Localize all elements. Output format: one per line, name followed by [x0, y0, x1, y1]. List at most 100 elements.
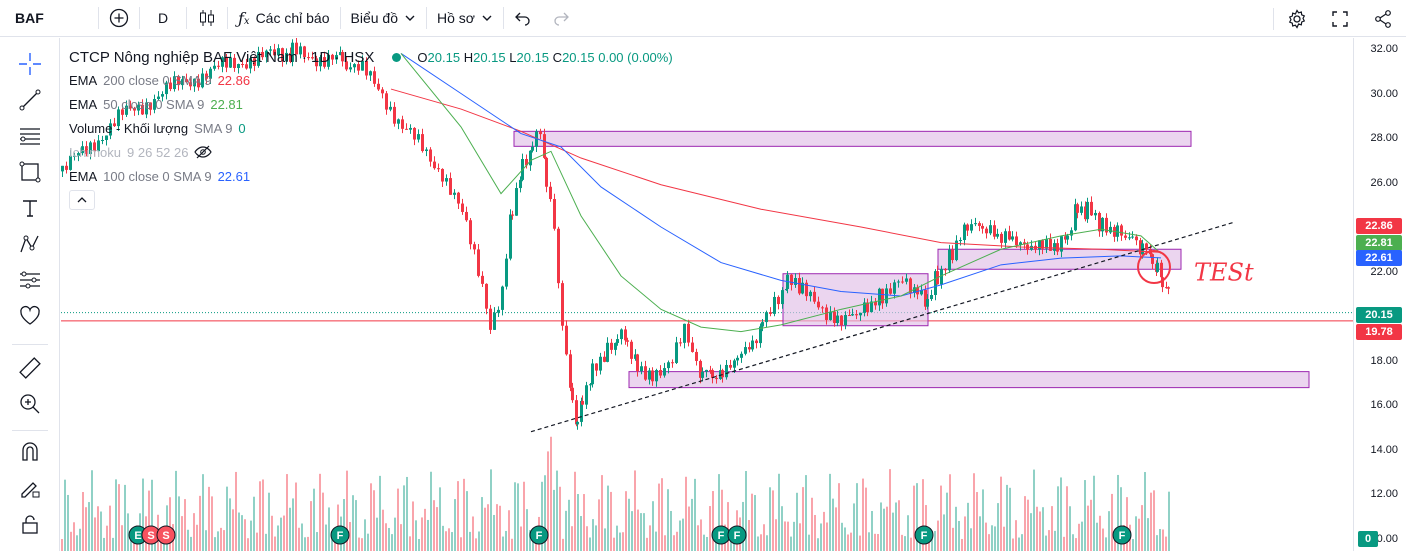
volume-bar — [247, 538, 249, 551]
candle-body — [169, 82, 172, 90]
volume-bar — [883, 508, 885, 551]
indicators-button[interactable]: ƒx Các chỉ báo — [228, 0, 340, 37]
profile-label: Hồ sơ — [436, 10, 475, 26]
volume-bar — [256, 532, 258, 551]
profile-button[interactable]: Hồ sơ — [427, 0, 503, 37]
magnet-tool[interactable] — [14, 436, 46, 468]
candle-body — [441, 168, 444, 182]
text-tool[interactable] — [14, 192, 46, 224]
shapes-tool[interactable] — [14, 156, 46, 188]
volume-bar — [1081, 521, 1083, 551]
volume-bar — [67, 494, 69, 551]
legend-indicator-ema200[interactable]: EMA 200 close 0 SMA 9 22.86 — [69, 72, 251, 88]
volume-bar — [1147, 518, 1149, 551]
volume-bar — [1102, 528, 1104, 551]
event-badge[interactable]: F — [330, 525, 350, 545]
candle-body — [545, 157, 548, 187]
prediction-tool[interactable] — [14, 264, 46, 296]
share-button[interactable] — [1360, 0, 1406, 37]
candle-body — [497, 309, 500, 313]
legend-indicator-ema50[interactable]: EMA 50 close 0 SMA 9 22.81 — [69, 96, 243, 112]
volume-bar — [967, 502, 969, 551]
price-axis[interactable]: 32.0030.0028.0026.0024.0022.0020.0018.00… — [1353, 38, 1406, 551]
candle-body — [870, 301, 873, 313]
event-badge[interactable]: F — [727, 525, 747, 545]
pattern-tool[interactable] — [14, 228, 46, 260]
event-badge[interactable]: F — [914, 525, 934, 545]
candle-body — [1004, 231, 1007, 243]
candle-body — [978, 223, 981, 226]
favorites-tool[interactable] — [14, 300, 46, 332]
volume-bar — [856, 483, 858, 551]
gear-icon — [1288, 8, 1306, 29]
zoom-tool[interactable] — [14, 388, 46, 420]
candle-body — [729, 364, 732, 368]
volume-bar — [793, 521, 795, 551]
volume-bar — [412, 501, 414, 551]
volume-bar — [754, 495, 756, 551]
trend-line-tool[interactable] — [14, 84, 46, 116]
candle-body — [585, 385, 588, 405]
undo-button[interactable] — [504, 0, 542, 37]
volume-bar — [397, 488, 399, 551]
measure-tool[interactable] — [14, 352, 46, 384]
volume-bar — [289, 507, 291, 551]
candle-body — [425, 149, 428, 152]
volume-bar — [211, 496, 213, 551]
volume-bar — [673, 535, 675, 551]
volume-bar — [388, 527, 390, 551]
fib-tool[interactable] — [14, 120, 46, 152]
redo-button[interactable] — [542, 0, 580, 37]
candle-body — [221, 57, 224, 67]
interval-button[interactable]: D — [140, 0, 186, 37]
eye-hidden-icon[interactable] — [194, 145, 213, 159]
legend-indicator-ichimoku[interactable]: Ichimoku 9 26 52 26 — [69, 140, 673, 164]
event-badge[interactable]: S — [156, 525, 176, 545]
volume-bar — [109, 505, 111, 551]
candle-body — [105, 135, 108, 140]
annotation-circle — [1137, 250, 1171, 285]
chart-pane[interactable]: TESt E S S F F F F F F — [61, 38, 1353, 551]
volume-bar — [274, 536, 276, 551]
fullscreen-button[interactable] — [1320, 0, 1360, 37]
crosshair-tool[interactable] — [14, 48, 46, 80]
event-badge[interactable]: F — [1112, 525, 1132, 545]
volume-bar — [196, 524, 198, 551]
chart-style-button[interactable] — [187, 0, 227, 37]
candle-body — [543, 134, 546, 158]
volume-bar — [1033, 469, 1035, 551]
event-badge[interactable]: F — [711, 525, 731, 545]
lock-drawing-tool[interactable] — [14, 472, 46, 504]
volume-bar — [238, 512, 240, 551]
event-badge[interactable]: F — [529, 525, 549, 545]
volume-bar — [982, 489, 984, 551]
candle-body — [769, 312, 772, 314]
candle-body — [149, 102, 152, 110]
candle-body — [606, 342, 609, 362]
candle-body — [748, 347, 751, 350]
volume-bar — [319, 473, 321, 551]
compare-add-button[interactable] — [99, 0, 139, 37]
chart-layout-label: Biểu đồ — [350, 10, 398, 26]
candle-body — [948, 249, 951, 271]
legend-indicator-ema100[interactable]: EMA 100 close 0 SMA 9 22.61 — [69, 168, 251, 184]
legend-collapse-button[interactable] — [69, 190, 95, 210]
price-tick-label: 30.00 — [1370, 87, 1398, 100]
candle-body — [951, 249, 954, 261]
chart-layout-button[interactable]: Biểu đồ — [341, 0, 426, 37]
volume-bar — [352, 495, 354, 551]
legend-indicator-volume[interactable]: Volume - Khối lượng SMA 9 0 — [69, 120, 246, 136]
volume-bar — [82, 492, 84, 551]
candle-body — [189, 82, 192, 87]
volume-bar — [376, 517, 378, 551]
symbol-search-button[interactable]: BAF — [0, 0, 98, 37]
volume-bar — [97, 506, 99, 551]
candle-body — [1070, 230, 1073, 236]
settings-button[interactable] — [1274, 0, 1320, 37]
ohlc-readout: O20.15 H20.15 L20.15 C20.15 0.00 (0.00%) — [417, 49, 673, 65]
volume-bar — [853, 503, 855, 551]
candle-body — [821, 307, 824, 309]
candle-body — [113, 123, 116, 127]
lock-all-tool[interactable] — [14, 508, 46, 540]
